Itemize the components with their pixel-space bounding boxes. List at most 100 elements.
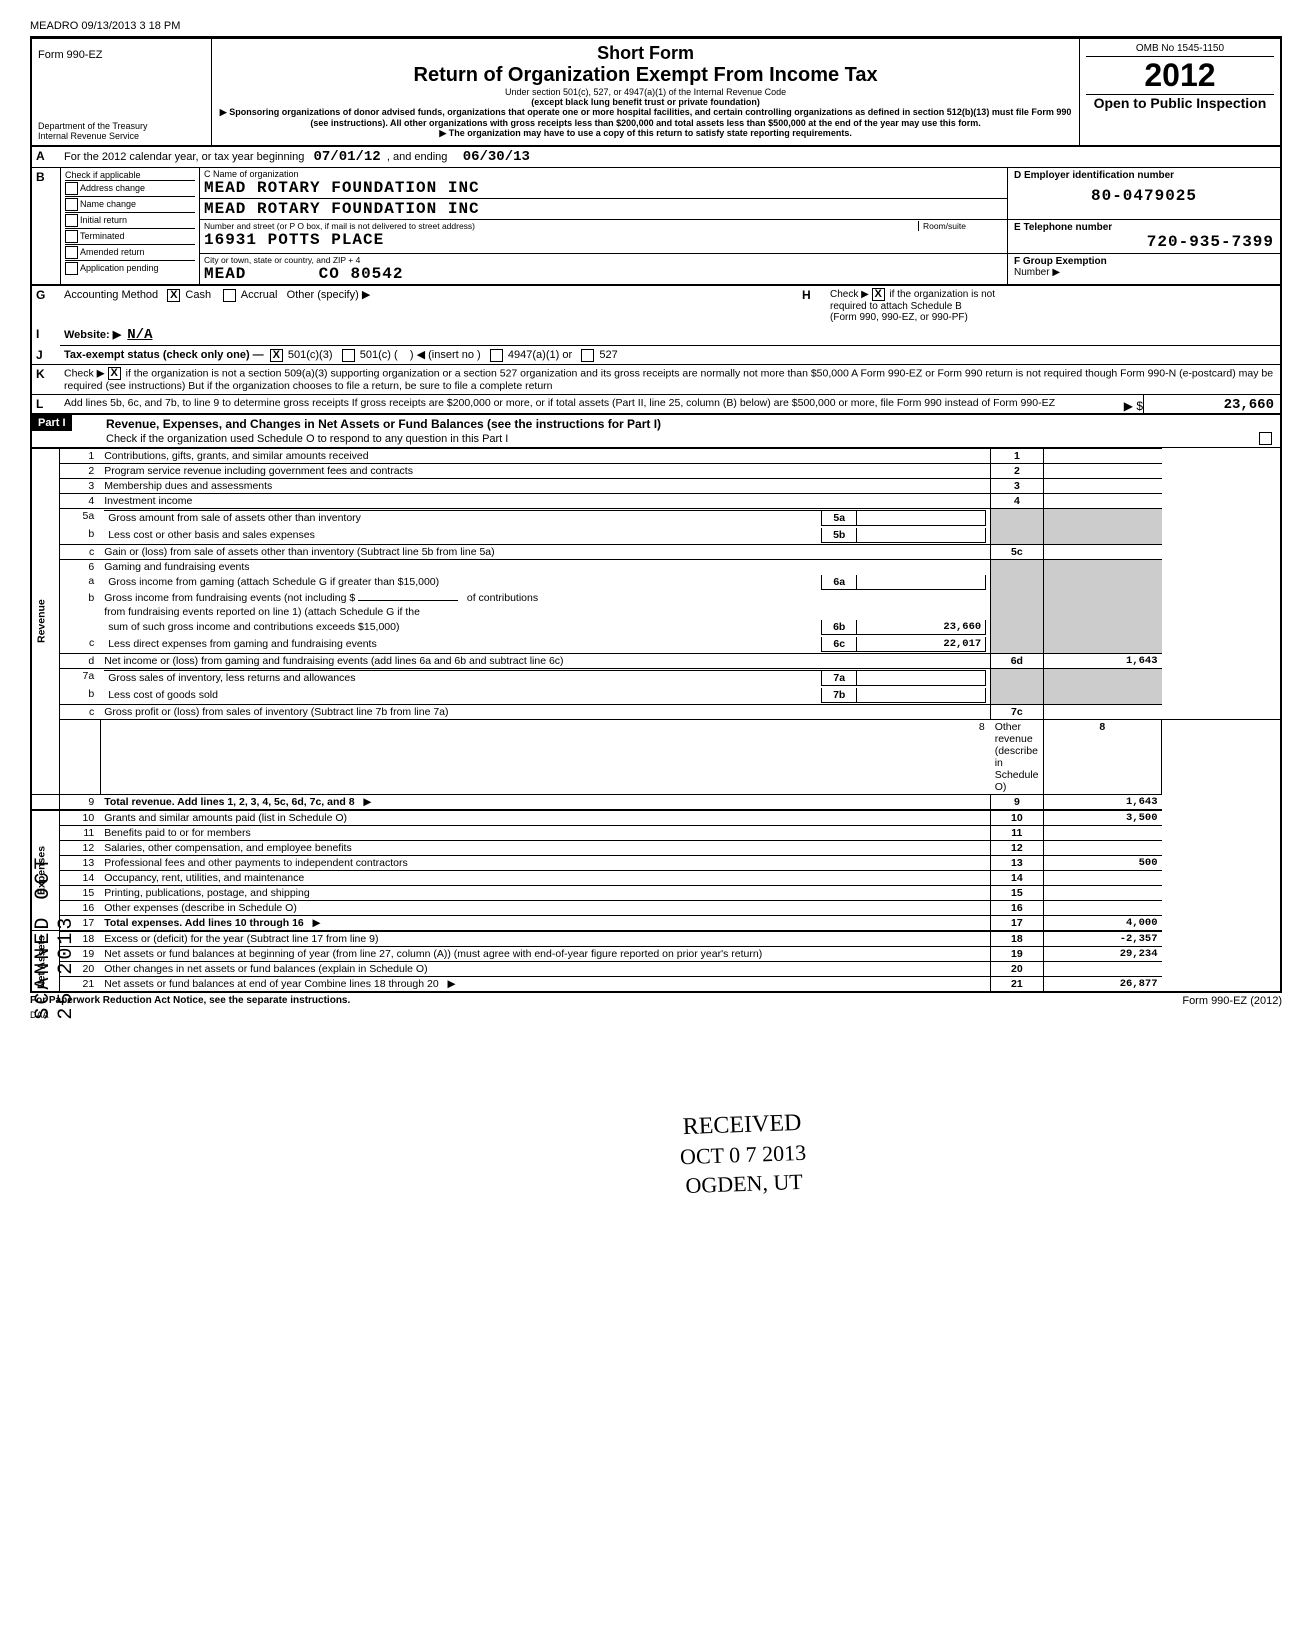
nc21: 21 bbox=[991, 976, 1043, 992]
l-text: Add lines 5b, 6c, and 7b, to line 9 to d… bbox=[64, 397, 1055, 409]
received-stamp: RECEIVED OCT 0 7 2013 OGDEN, UT bbox=[678, 1108, 807, 1201]
amt10: 3,500 bbox=[1043, 810, 1162, 826]
f-label: F Group Exemption bbox=[1014, 256, 1274, 267]
amt5c bbox=[1043, 544, 1162, 559]
nc17: 17 bbox=[991, 915, 1043, 931]
copy-note: ▶ The organization may have to use a cop… bbox=[218, 128, 1073, 139]
l18-text: Excess or (deficit) for the year (Subtra… bbox=[100, 931, 991, 947]
cb-k[interactable]: X bbox=[108, 367, 121, 380]
f-label2: Number ▶ bbox=[1014, 267, 1274, 278]
ln5c: c bbox=[60, 544, 101, 559]
cb-4947[interactable] bbox=[490, 349, 503, 362]
sub6b: 6b bbox=[822, 620, 857, 635]
l3-text: Membership dues and assessments bbox=[100, 478, 991, 493]
side-netassets: Net Assets bbox=[31, 931, 60, 992]
opt-name: Name change bbox=[80, 199, 136, 209]
l11-text: Benefits paid to or for members bbox=[100, 825, 991, 840]
nc3: 3 bbox=[991, 478, 1043, 493]
l14-text: Occupancy, rent, utilities, and maintena… bbox=[100, 870, 991, 885]
cb-amended[interactable] bbox=[65, 246, 78, 259]
part1-check: Check if the organization used Schedule … bbox=[106, 433, 508, 445]
open-public: Open to Public Inspection bbox=[1086, 95, 1274, 112]
k-text: if the organization is not a section 509… bbox=[64, 367, 1273, 392]
check-if-applicable: Check if applicable bbox=[65, 170, 195, 180]
nc4: 4 bbox=[991, 493, 1043, 508]
h-text4: (Form 990, 990-EZ, or 990-PF) bbox=[830, 312, 968, 323]
nc13: 13 bbox=[991, 855, 1043, 870]
omb: OMB No 1545-1150 bbox=[1086, 43, 1274, 57]
ln6d: d bbox=[60, 653, 101, 668]
ln6c: c bbox=[60, 636, 101, 654]
label-h: H bbox=[798, 286, 826, 325]
amt2 bbox=[1043, 463, 1162, 478]
nc2: 2 bbox=[991, 463, 1043, 478]
nc7c: 7c bbox=[991, 704, 1043, 719]
k-check: Check ▶ bbox=[64, 367, 105, 379]
l4-text: Investment income bbox=[100, 493, 991, 508]
cb-501c[interactable] bbox=[342, 349, 355, 362]
cb-accrual[interactable] bbox=[223, 289, 236, 302]
cb-address-change[interactable] bbox=[65, 182, 78, 195]
amt8 bbox=[1162, 719, 1282, 794]
nc10: 10 bbox=[991, 810, 1043, 826]
i-label: Website: ▶ bbox=[64, 329, 121, 341]
nc6d: 6d bbox=[991, 653, 1043, 668]
side-revenue: Revenue bbox=[31, 448, 60, 794]
l6b-t2: of contributions bbox=[467, 592, 538, 604]
ln1: 1 bbox=[60, 448, 101, 463]
amt15 bbox=[1043, 885, 1162, 900]
cb-schedule-o[interactable] bbox=[1259, 432, 1272, 445]
daa: DAA bbox=[30, 1010, 1282, 1020]
cb-initial[interactable] bbox=[65, 214, 78, 227]
nc18: 18 bbox=[991, 931, 1043, 947]
nc9: 9 bbox=[991, 794, 1043, 810]
c-label: C Name of organization bbox=[204, 169, 299, 179]
cb-501c3[interactable]: X bbox=[270, 349, 283, 362]
part1-head: Part I bbox=[32, 415, 72, 431]
l6b-t1: Gross income from fundraising events (no… bbox=[104, 592, 355, 604]
l7c-text: Gross profit or (loss) from sales of inv… bbox=[100, 704, 991, 719]
l21-text: Net assets or fund balances at end of ye… bbox=[104, 978, 438, 990]
subtitle2: (except black lung benefit trust or priv… bbox=[218, 97, 1073, 107]
tax-year-begin: 07/01/12 bbox=[314, 149, 381, 165]
cb-pending[interactable] bbox=[65, 262, 78, 275]
cb-name-change[interactable] bbox=[65, 198, 78, 211]
top-stamp: MEADRO 09/13/2013 3 18 PM bbox=[30, 20, 1282, 32]
amt6d: 1,643 bbox=[1043, 653, 1162, 668]
amt9: 1,643 bbox=[1043, 794, 1162, 810]
amt1 bbox=[1043, 448, 1162, 463]
opt-pending: Application pending bbox=[80, 263, 159, 273]
amt14 bbox=[1043, 870, 1162, 885]
sub7b: 7b bbox=[822, 688, 857, 703]
sub7a-amt bbox=[857, 670, 986, 685]
l8-text: Other revenue (describe in Schedule O) bbox=[991, 719, 1043, 794]
cb-cash[interactable]: X bbox=[167, 289, 180, 302]
sub5a-amt bbox=[857, 510, 986, 525]
l20-text: Other changes in net assets or fund bala… bbox=[100, 961, 991, 976]
sub7b-amt bbox=[857, 688, 986, 703]
ln5b: b bbox=[60, 527, 101, 545]
cb-terminated[interactable] bbox=[65, 230, 78, 243]
line-a-and: , and ending bbox=[387, 151, 448, 163]
l1-text: Contributions, gifts, grants, and simila… bbox=[100, 448, 991, 463]
side-expenses: Expenses bbox=[31, 810, 60, 931]
label-g: G bbox=[31, 286, 60, 325]
footer-right: Form 990-EZ (2012) bbox=[1182, 995, 1282, 1007]
nc20: 20 bbox=[991, 961, 1043, 976]
h-text1: Check ▶ bbox=[830, 289, 869, 300]
cb-527[interactable] bbox=[581, 349, 594, 362]
city: MEAD bbox=[204, 265, 246, 283]
l13-text: Professional fees and other payments to … bbox=[100, 855, 991, 870]
l7b-text: Less cost of goods sold bbox=[104, 688, 822, 703]
irs: Internal Revenue Service bbox=[38, 131, 205, 141]
l2-text: Program service revenue including govern… bbox=[100, 463, 991, 478]
form-number: 990-EZ bbox=[66, 49, 102, 61]
title-main: Return of Organization Exempt From Incom… bbox=[218, 64, 1073, 87]
ln2: 2 bbox=[60, 463, 101, 478]
l5a-text: Gross amount from sale of assets other t… bbox=[104, 510, 822, 525]
ln7b: b bbox=[60, 687, 101, 705]
city-label: City or town, state or country, and ZIP … bbox=[204, 255, 1003, 265]
opt-address: Address change bbox=[80, 183, 145, 193]
cb-schedule-b[interactable]: X bbox=[872, 288, 885, 301]
amt7c bbox=[1043, 704, 1162, 719]
